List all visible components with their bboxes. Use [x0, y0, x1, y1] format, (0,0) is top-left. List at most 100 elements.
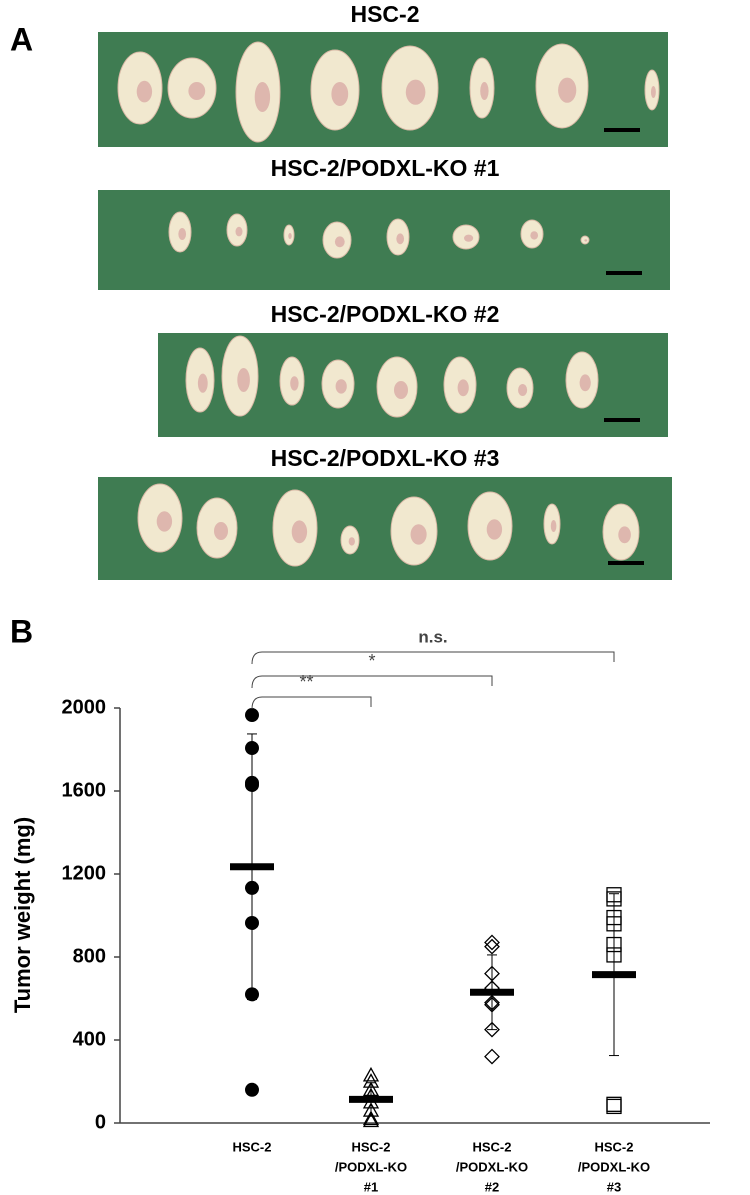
- tumor-spot: [650, 86, 656, 98]
- data-point: [245, 708, 259, 723]
- data-point: [245, 880, 259, 895]
- x-tick-label: /PODXL-KO: [335, 1159, 407, 1174]
- scale-bar: [604, 128, 640, 132]
- tumor-spot: [480, 82, 489, 100]
- tumor: [443, 356, 477, 414]
- y-axis-label: Tumor weight (mg): [10, 817, 35, 1013]
- data-point: [606, 891, 622, 907]
- tumor-spot: [518, 384, 528, 396]
- tumor: [117, 51, 163, 125]
- tumor-spot: [394, 381, 408, 399]
- tumor-spot: [348, 537, 355, 546]
- tumor: [235, 41, 281, 143]
- tumor-spot: [618, 526, 631, 544]
- data-point: [245, 987, 259, 1002]
- tumor-spot: [291, 520, 308, 544]
- data-point: [484, 994, 500, 1011]
- tumor-spot: [405, 79, 426, 105]
- tumor: [580, 235, 590, 245]
- data-point: [362, 1066, 380, 1082]
- tumor-spot: [188, 82, 206, 100]
- photo: [98, 190, 670, 290]
- data-point: [484, 934, 500, 951]
- tumor-spot: [550, 520, 557, 532]
- tumor-spot: [214, 522, 228, 540]
- image-title: HSC-2/PODXL-KO #2: [271, 301, 500, 327]
- significance-bracket: [251, 651, 615, 665]
- tumor: [381, 45, 439, 131]
- data-point: [362, 1102, 380, 1117]
- data-point: [606, 947, 622, 963]
- data-point: [606, 936, 622, 953]
- tumor: [283, 224, 295, 246]
- tumor-spot: [579, 374, 591, 392]
- image-title: HSC-2/PODXL-KO #3: [271, 445, 500, 471]
- tumor-spot: [464, 234, 474, 242]
- y-tick-label: 400: [73, 1028, 106, 1050]
- tumor: [221, 335, 259, 417]
- tumor-spot: [331, 82, 349, 106]
- tumor: [196, 497, 238, 559]
- tumor: [469, 57, 495, 119]
- tumor-spot: [288, 233, 292, 239]
- data-point: [606, 916, 622, 932]
- tumor-spot: [410, 524, 427, 545]
- y-tick-label: 1600: [62, 779, 107, 801]
- tumor: [467, 491, 513, 561]
- scale-bar: [604, 418, 640, 422]
- data-point: [484, 1048, 500, 1065]
- significance-bracket: [251, 696, 372, 710]
- tumor-spot: [584, 239, 588, 242]
- x-tick-label: #2: [485, 1179, 499, 1194]
- y-tick-label: 1200: [62, 862, 107, 884]
- tumor-spot: [290, 376, 299, 391]
- tumor: [543, 503, 561, 545]
- tumor-spot: [486, 519, 503, 540]
- photo: [98, 477, 672, 580]
- tumor-spot: [558, 77, 577, 103]
- data-point: [484, 996, 500, 1013]
- tumor: [376, 356, 418, 418]
- data-point: [362, 1110, 380, 1126]
- tumor-spot: [197, 373, 208, 393]
- y-tick-label: 2000: [62, 696, 107, 718]
- data-point: [484, 1021, 500, 1038]
- x-tick-label: /PODXL-KO: [456, 1159, 528, 1174]
- x-tick-label: /PODXL-KO: [578, 1159, 650, 1174]
- data-point: [245, 915, 259, 930]
- tumor: [137, 483, 183, 553]
- x-tick-label: HSC-2: [232, 1139, 271, 1154]
- image-title: HSC-2/PODXL-KO #1: [271, 155, 500, 181]
- scale-bar: [606, 271, 642, 275]
- tumor: [185, 347, 215, 413]
- tumor: [322, 221, 352, 259]
- tumor-spot: [156, 511, 173, 532]
- x-tick-label: #1: [364, 1179, 378, 1194]
- data-point: [362, 1073, 380, 1088]
- tumor-spot: [457, 379, 469, 397]
- significance-bracket: [251, 675, 493, 689]
- y-tick-label: 0: [95, 1111, 106, 1133]
- data-point: [606, 1098, 622, 1115]
- tumor-spot: [335, 379, 347, 394]
- tumor: [390, 496, 438, 566]
- tumor: [452, 224, 480, 250]
- x-tick-label: HSC-2: [594, 1139, 633, 1154]
- scale-bar: [608, 561, 644, 565]
- tumor: [272, 489, 318, 567]
- tumor-spot: [254, 82, 271, 112]
- tumor: [644, 69, 660, 111]
- tumor-spot: [237, 368, 250, 392]
- tumor: [386, 218, 410, 256]
- data-point: [245, 741, 259, 756]
- x-tick-label: HSC-2: [351, 1139, 390, 1154]
- panel-label: A: [10, 21, 33, 57]
- x-tick-label: HSC-2: [472, 1139, 511, 1154]
- tumor-spot: [396, 233, 405, 245]
- panel-label: B: [10, 613, 33, 649]
- tumor: [506, 367, 534, 409]
- image-title: HSC-2: [350, 1, 419, 27]
- tumor: [310, 49, 360, 131]
- tumor: [535, 43, 589, 129]
